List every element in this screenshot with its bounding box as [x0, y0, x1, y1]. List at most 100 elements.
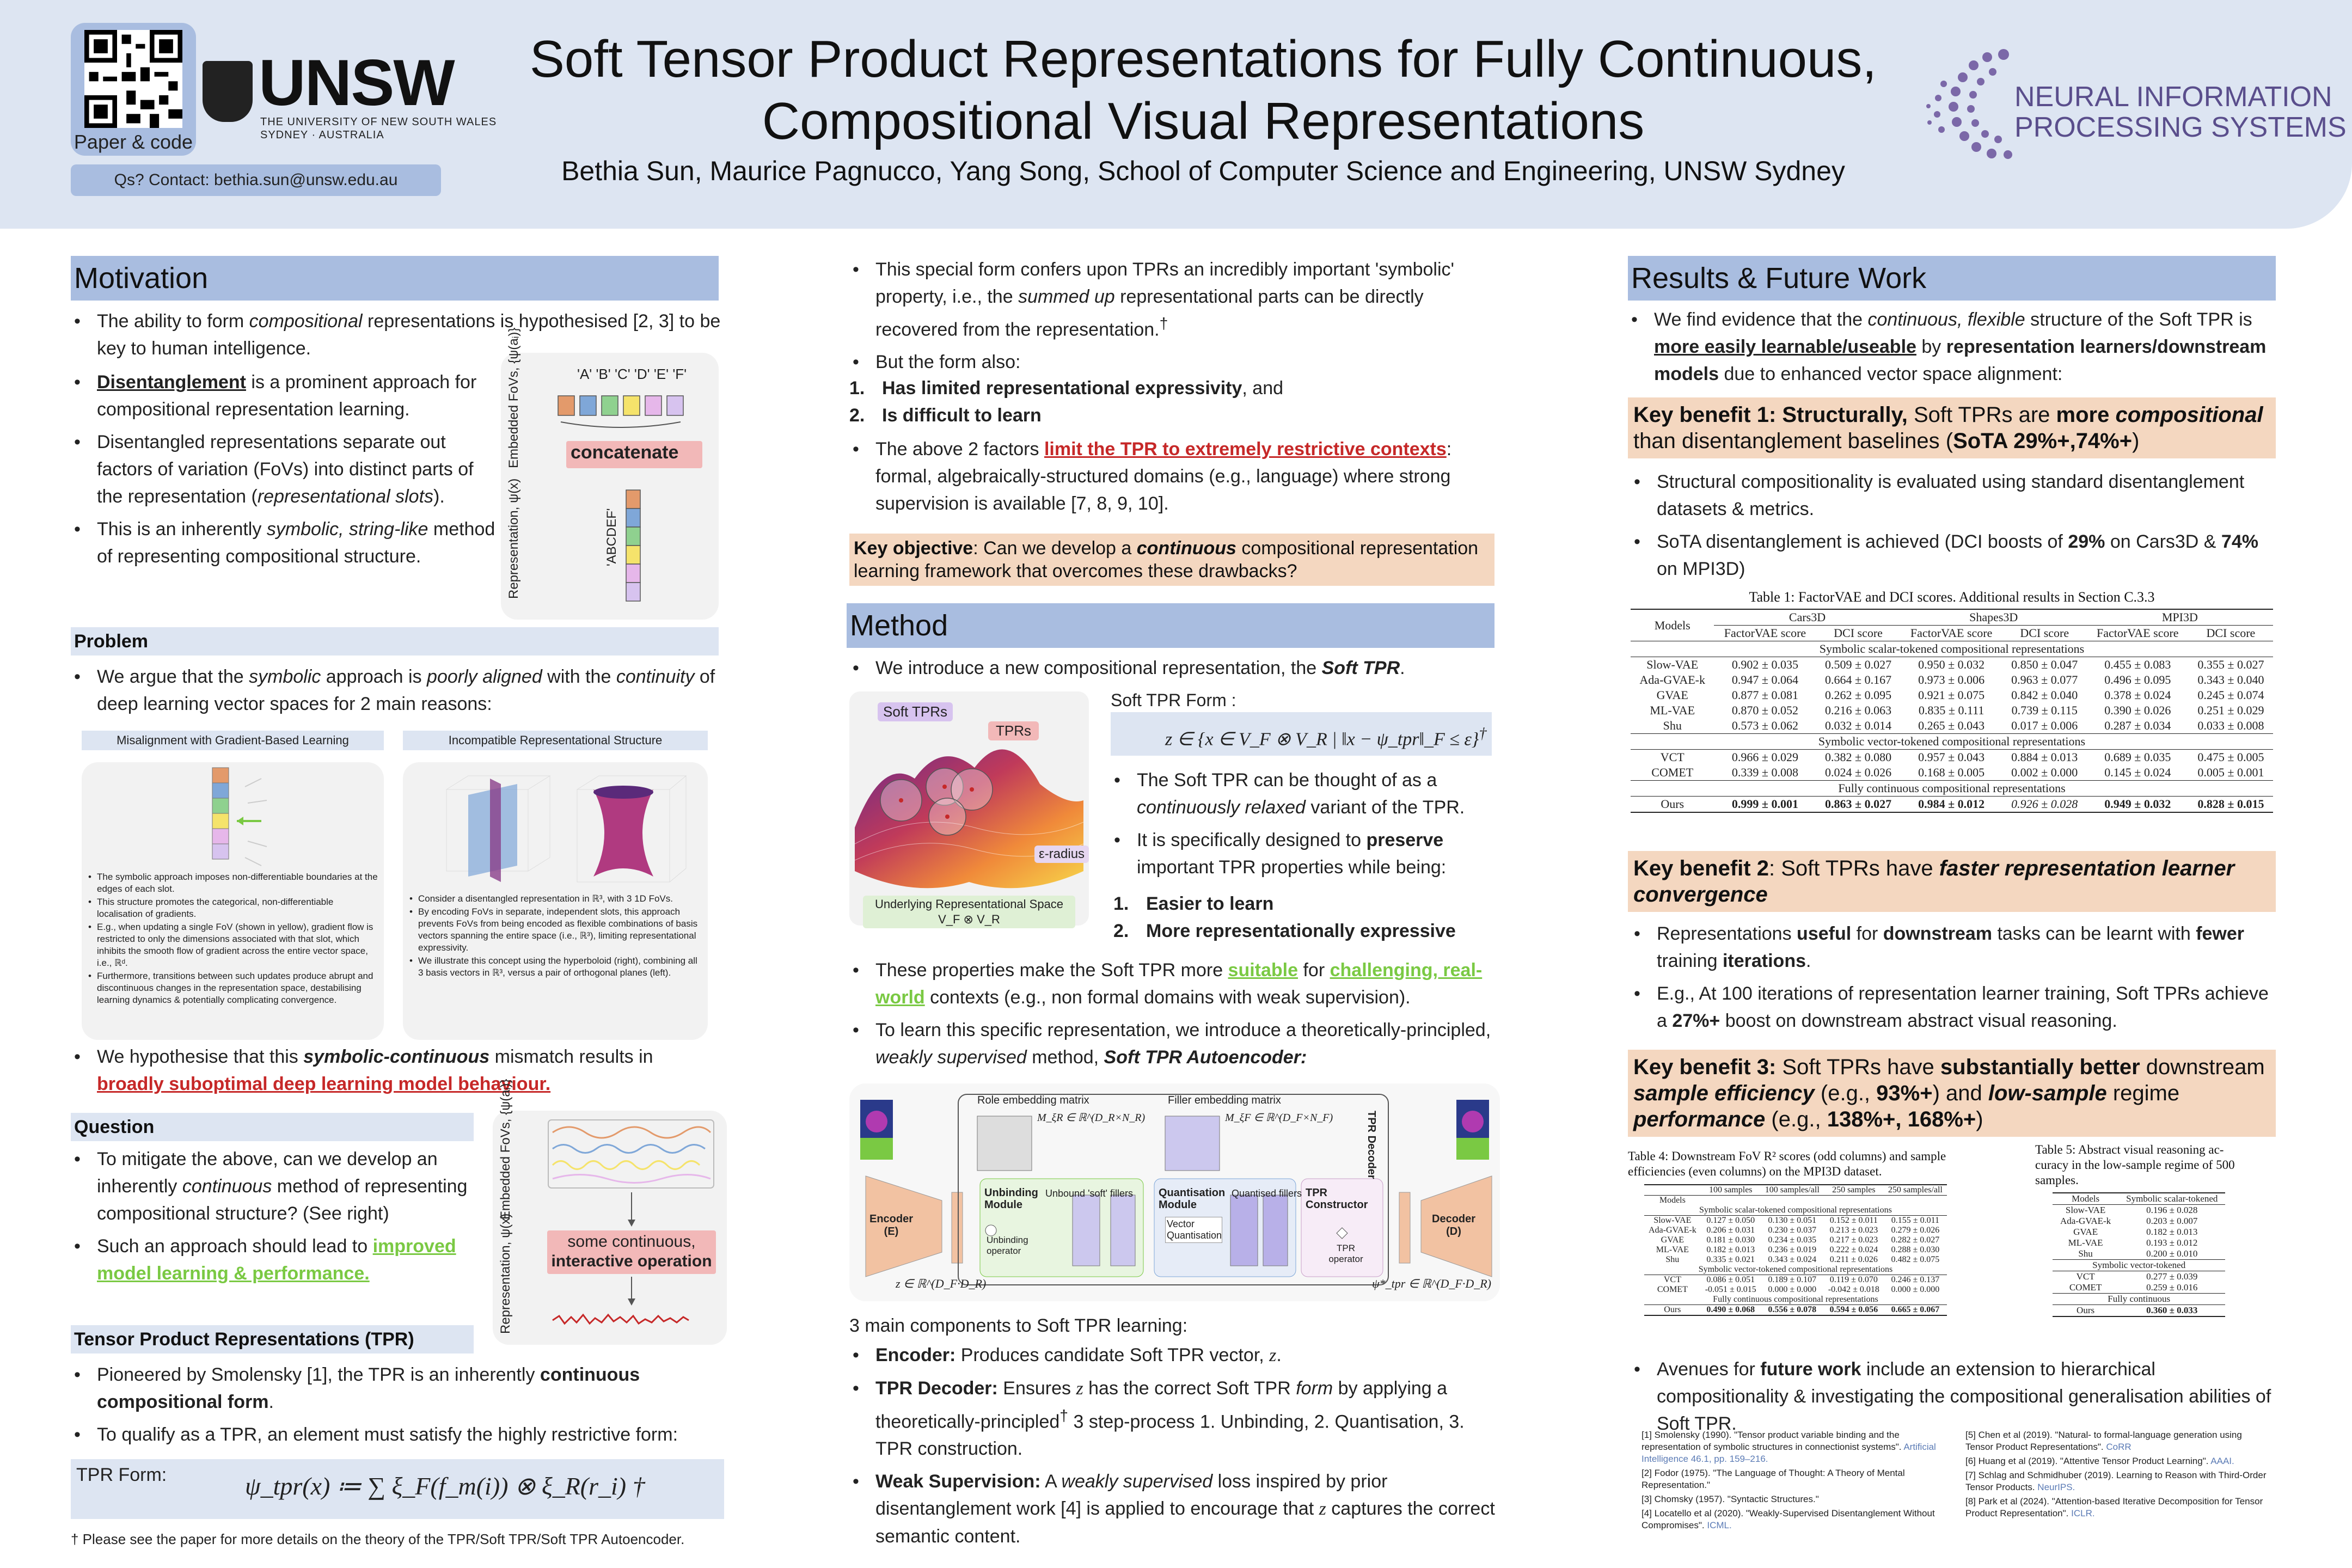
- table-cell: 0.230 ± 0.037: [1768, 1226, 1817, 1235]
- table-cell: 0.509 ± 0.027: [1825, 658, 1892, 671]
- qr-code-icon[interactable]: [84, 30, 182, 128]
- table-cell: 0.490 ± 0.068: [1706, 1305, 1755, 1314]
- abcdef-label: 'ABCDEF': [604, 508, 619, 566]
- table-cell: 0.189 ± 0.107: [1768, 1275, 1817, 1284]
- table-group-label: Symbolic vector-tokened compositional re…: [1644, 1265, 1947, 1275]
- references-left: [1] Smolensky (1990). "Tensor product va…: [1641, 1430, 1936, 1530]
- table-cell: 0.835 ± 0.111: [1918, 703, 1984, 717]
- table-cell: 0.217 ± 0.023: [1829, 1235, 1878, 1245]
- table-cell: 0.963 ± 0.077: [2011, 673, 2078, 687]
- table-row: Models: [1644, 1196, 1947, 1206]
- table-cell: 0.181 ± 0.030: [1706, 1235, 1755, 1245]
- table4-caption: Table 4: Downstream FoV R² scores (odd c…: [1628, 1149, 1946, 1178]
- table-cell: Slow-VAE: [1646, 658, 1699, 671]
- table-row: COMET 0.259 ± 0.016: [2053, 1282, 2225, 1294]
- soft-tprs-label: Soft TPRs: [878, 702, 953, 721]
- table-cell: -0.051 ± 0.015: [1705, 1285, 1756, 1294]
- key-objective-box: Key objective: Can we develop a continuo…: [849, 534, 1494, 586]
- table-group-label: Symbolic scalar-tokened compositional re…: [1631, 641, 2273, 657]
- table-header: Models: [1659, 1196, 1686, 1205]
- key-benefit-1-bullets: Structural compositionality is evaluated…: [1631, 468, 2278, 588]
- table-cell: COMET: [1651, 765, 1694, 779]
- q-representation-label: Representation, ψ(x): [498, 1213, 513, 1334]
- gradient-slots-diagram: [212, 767, 267, 866]
- table-cell: GVAE: [1661, 1235, 1685, 1245]
- tpr-heading: Tensor Product Representations (TPR): [71, 1325, 474, 1353]
- table-cell: 0.222 ± 0.024: [1829, 1245, 1878, 1254]
- autoencoder-architecture-diagram: [860, 1094, 1492, 1285]
- table-group-label: Symbolic vector-tokened: [2053, 1259, 2226, 1271]
- representation-label: Representation, ψ(x): [506, 478, 521, 599]
- tprs-label: TPRs: [988, 721, 1039, 740]
- col2-bullets-1: This special form confers upon TPRs an i…: [849, 256, 1503, 381]
- table-header: Cars3D: [1714, 609, 1901, 626]
- unsw-logo-text: UNSW: [259, 46, 455, 119]
- panel2-title: Incompatible Representational Structure: [403, 731, 708, 750]
- table-cell: 0.360 ± 0.033: [2146, 1305, 2198, 1315]
- key-benefit-2-bullets: Representations useful for downstream ta…: [1631, 920, 2278, 1040]
- table-cell: 0.884 ± 0.013: [2011, 750, 2078, 764]
- table-cell: 0.921 ± 0.075: [1918, 688, 1985, 702]
- panel1-title: Misalignment with Gradient-Based Learnin…: [82, 731, 384, 750]
- unsw-logo-subtitle: THE UNIVERSITY OF NEW SOUTH WALES SYDNEY …: [260, 116, 497, 141]
- table-row: Shu 0.200 ± 0.010: [2053, 1248, 2225, 1260]
- table-header: DCI score: [2206, 626, 2256, 640]
- table-cell: Shu: [1663, 719, 1682, 732]
- table-cell: 0.947 ± 0.064: [1731, 673, 1798, 687]
- table-group-label: Fully continuous compositional represent…: [1631, 780, 2273, 797]
- table-cell: 0.335 ± 0.021: [1706, 1255, 1755, 1264]
- table-cell: 0.024 ± 0.026: [1825, 765, 1892, 779]
- poster-authors: Bethia Sun, Maurice Pagnucco, Yang Song,…: [561, 156, 1845, 186]
- table-row: GVAE 0.182 ± 0.013: [2053, 1227, 2225, 1238]
- table-cell: 0.355 ± 0.027: [2197, 658, 2264, 671]
- motivation-heading: Motivation: [71, 256, 719, 301]
- unbinding-operator-label: Unbinding operator: [987, 1235, 1028, 1256]
- table-cell: 0.259 ± 0.016: [2146, 1282, 2198, 1293]
- table-row: GVAE 0.877 ± 0.081 0.262 ± 0.095 0.921 ± 0.…: [1631, 688, 2273, 703]
- qr-caption: Paper & code: [74, 131, 193, 153]
- method-bullets-2: These properties make the Soft TPR more …: [849, 957, 1503, 1076]
- table-cell: 0.152 ± 0.011: [1829, 1216, 1878, 1225]
- table-cell: 0.182 ± 0.013: [2146, 1227, 2198, 1237]
- table-row: ML-VAE 0.182 ± 0.013 0.236 ± 0.019 0.222 ± …: [1644, 1245, 1947, 1255]
- table-row: Symbolic vector-tokened: [2053, 1259, 2226, 1271]
- results-heading: Results & Future Work: [1628, 256, 2276, 301]
- encoder-label: Encoder (E): [869, 1213, 914, 1238]
- table-cell: 0.378 ± 0.024: [2104, 688, 2171, 702]
- table-row: VCT 0.966 ± 0.029 0.382 ± 0.080 0.957 ± 0.0…: [1631, 750, 2273, 765]
- table-cell: 0.130 ± 0.051: [1768, 1216, 1817, 1225]
- table-row: GVAE 0.181 ± 0.030 0.234 ± 0.035 0.217 ± 0.…: [1644, 1235, 1947, 1245]
- table-cell: 0.086 ± 0.051: [1706, 1275, 1755, 1284]
- table-cell: 0.032 ± 0.014: [1825, 719, 1892, 732]
- soft-tpr-form-label: Soft TPR Form :: [1111, 690, 1236, 710]
- table-cell: 0.984 ± 0.012: [1918, 797, 1985, 811]
- components-intro: 3 main components to Soft TPR learning:: [849, 1315, 1188, 1336]
- table-row: Ours 0.360 ± 0.033: [2053, 1305, 2225, 1317]
- table-cell: 0.262 ± 0.095: [1825, 688, 1892, 702]
- table-header: 100 samples: [1708, 1185, 1753, 1195]
- soft-tpr-form-equation: z ∈ {x ∈ V_F ⊗ V_R | ‖x − ψ_tpr‖_F ≤ ε}†: [1111, 712, 1492, 756]
- tpr-form-equation: ψ_tpr(x) ≔ ∑ ξ_F(f_m(i)) ⊗ ξ_R(r_i) †: [245, 1472, 645, 1500]
- epsilon-radius-label: ε-radius: [1034, 846, 1089, 863]
- table-cell: Shu: [2078, 1248, 2093, 1259]
- table-cell: 0.949 ± 0.032: [2104, 797, 2171, 811]
- table-cell: VCT: [2076, 1271, 2095, 1282]
- tpr-operator-label: TPR operator: [1328, 1243, 1363, 1264]
- table-cell: 0.145 ± 0.024: [2104, 765, 2171, 779]
- table-cell: 0.877 ± 0.081: [1731, 688, 1798, 702]
- role-matrix-symbol: M_ξR ∈ ℝ^(D_R×N_R): [1037, 1112, 1146, 1124]
- table-row: Slow-VAE 0.902 ± 0.035 0.509 ± 0.027 0.950 …: [1631, 657, 2273, 673]
- method-heading: Method: [847, 603, 1494, 648]
- filler-matrix-symbol: M_ξF ∈ ℝ^(D_F×N_F): [1225, 1112, 1333, 1124]
- contact-email[interactable]: Qs? Contact: bethia.sun@unsw.edu.au: [71, 164, 441, 196]
- unbinding-module-label: Unbinding Module: [984, 1187, 1038, 1211]
- table-row: Symbolic vector-tokened compositional re…: [1631, 733, 2273, 750]
- table5-caption: Table 5: Abstract visual reasoning ac-cu…: [2035, 1143, 2235, 1187]
- soft-tpr-advantages: 1. Easier to learn 2. More representationa…: [1113, 893, 1456, 941]
- table-row: Ada-GVAE-k 0.203 ± 0.007: [2053, 1216, 2225, 1227]
- table-row: 100 samples 100 samples/all 250 samples 250…: [1644, 1185, 1947, 1196]
- decoder-label: Decoder (D): [1432, 1213, 1476, 1238]
- table-cell: 0.251 ± 0.029: [2197, 703, 2264, 717]
- table-cell: 0.863 ± 0.027: [1825, 797, 1892, 811]
- neurips-logo-text: NEURAL INFORMATION PROCESSING SYSTEMS: [2014, 81, 2347, 143]
